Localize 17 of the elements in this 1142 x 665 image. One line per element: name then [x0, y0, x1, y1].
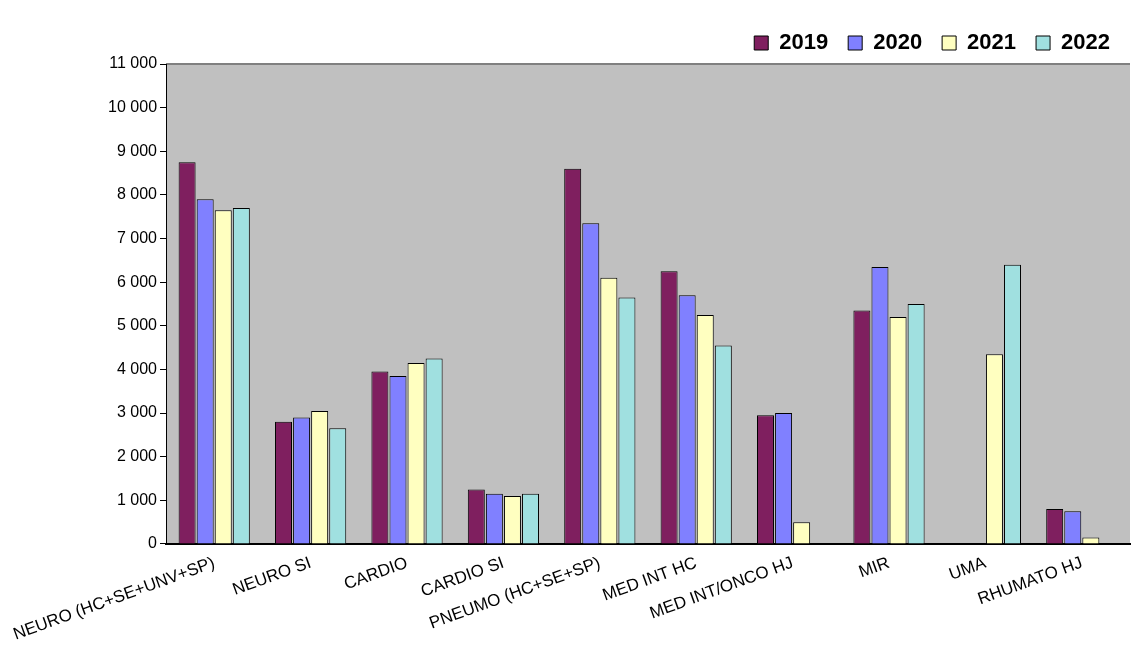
y-tick-label: 5 000: [116, 316, 158, 334]
y-tick-label: 4 000: [116, 359, 158, 377]
y-tick-label: 7 000: [116, 228, 158, 246]
y-tick-label: 11 000: [109, 54, 158, 72]
y-tick-label: 8 000: [116, 185, 158, 203]
y-tick-label: 3 000: [116, 403, 158, 421]
y-tick-label: 10 000: [108, 98, 158, 116]
y-tick-label: 9 000: [116, 141, 158, 159]
y-tick-label: 2 000: [116, 447, 158, 465]
y-tick-label: 6 000: [116, 272, 158, 290]
x-tick-label: MIR: [856, 552, 892, 582]
legend-label: 2019: [779, 29, 829, 55]
y-tick-label: 1 000: [116, 490, 158, 508]
legend-label: 2020: [873, 29, 923, 55]
legend-label: 2021: [967, 29, 1017, 55]
y-tick-label: 0: [148, 534, 158, 552]
legend-label: 2022: [1061, 29, 1111, 55]
